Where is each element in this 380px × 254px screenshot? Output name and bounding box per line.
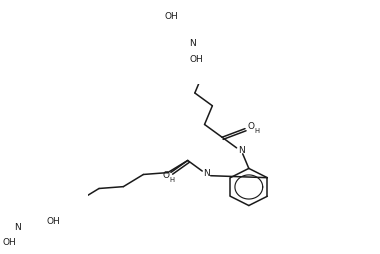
Text: N: N bbox=[14, 224, 21, 232]
Text: OH: OH bbox=[46, 217, 60, 226]
Text: N: N bbox=[203, 169, 210, 178]
Text: H: H bbox=[255, 128, 260, 134]
Text: H: H bbox=[169, 177, 174, 183]
Text: OH: OH bbox=[165, 12, 179, 21]
Text: OH: OH bbox=[189, 55, 203, 64]
Text: O: O bbox=[162, 171, 169, 180]
Text: O: O bbox=[248, 122, 255, 131]
Text: N: N bbox=[238, 146, 245, 155]
Text: OH: OH bbox=[3, 238, 16, 247]
Text: N: N bbox=[190, 39, 196, 48]
